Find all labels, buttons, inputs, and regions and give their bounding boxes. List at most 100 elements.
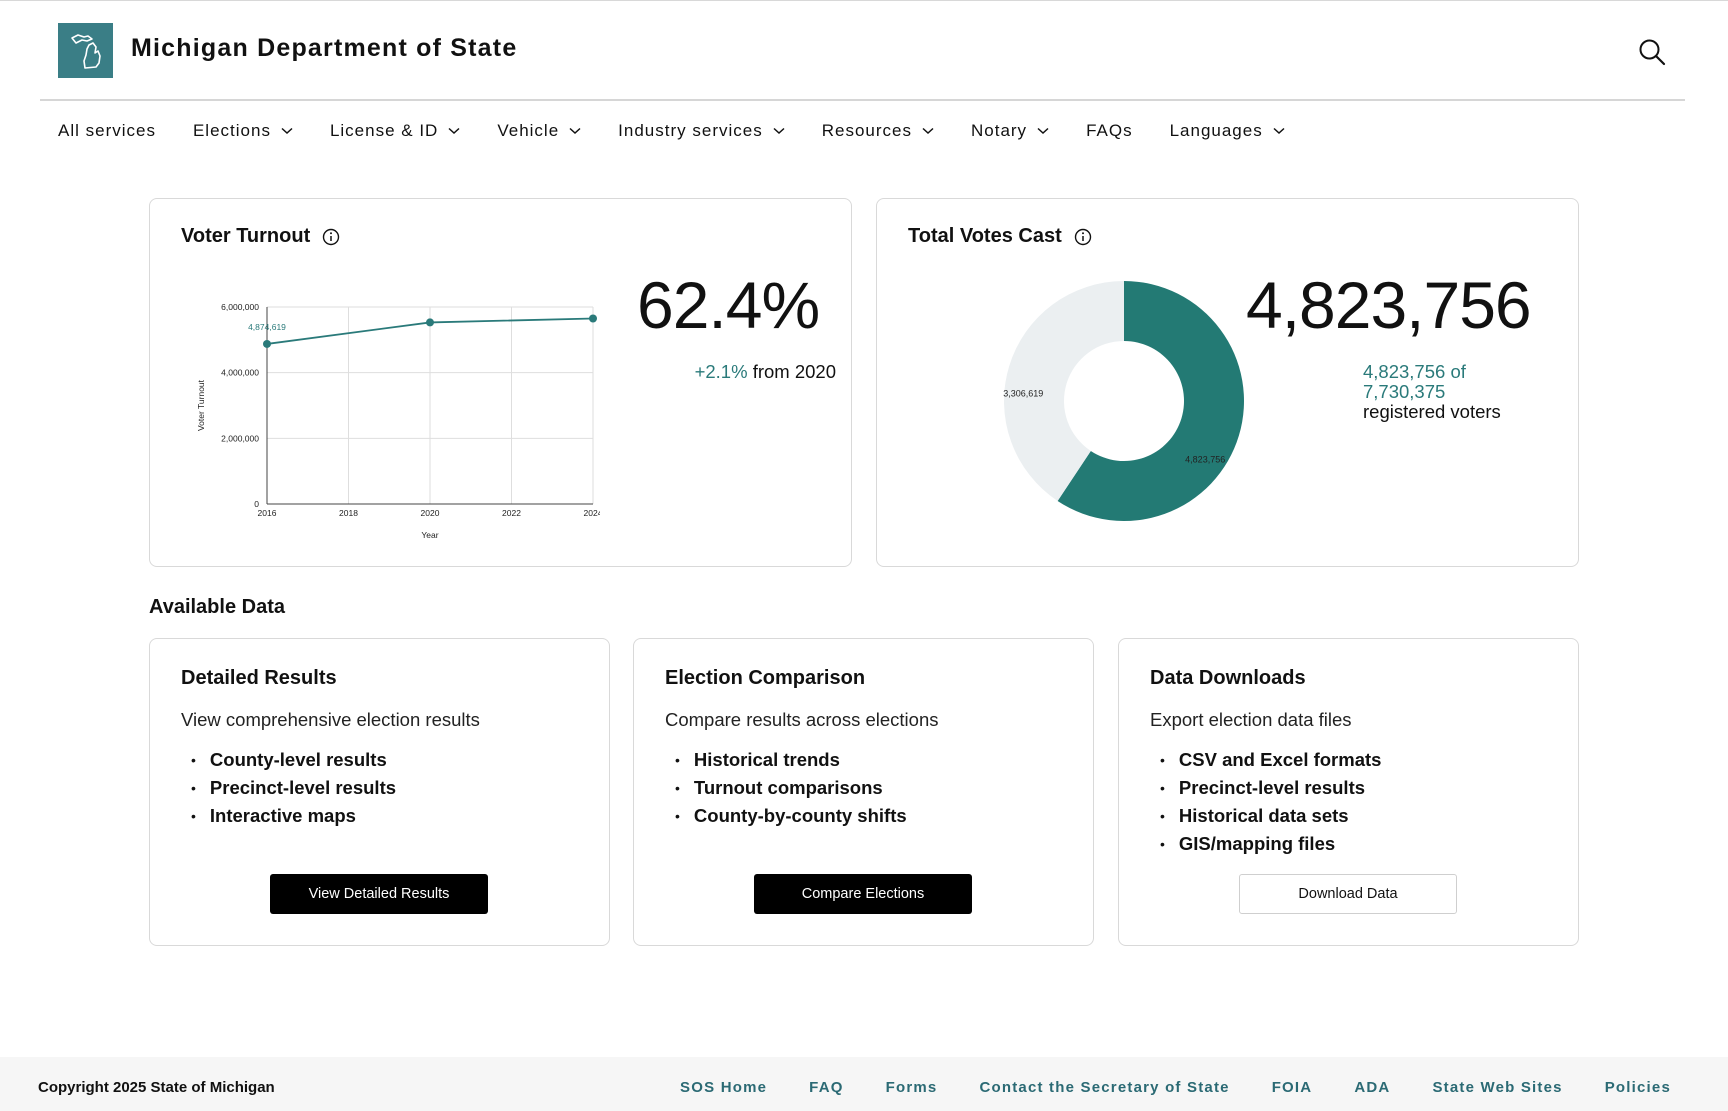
footer-link-forms[interactable]: Forms xyxy=(885,1079,938,1096)
turnout-percent: 62.4% xyxy=(637,268,820,342)
footer-link-foia[interactable]: FOIA xyxy=(1271,1079,1313,1096)
nav-item-vehicle[interactable]: Vehicle xyxy=(497,121,581,141)
copyright: Copyright 2025 State of Michigan xyxy=(38,1079,275,1096)
y-tick-label: 4,000,000 xyxy=(221,368,259,378)
data-downloads-desc: Export election data files xyxy=(1150,709,1352,730)
nav-item-label: Industry services xyxy=(618,121,763,140)
donut-slice xyxy=(1057,281,1244,521)
votes-detail-cast: 4,823,756 of xyxy=(1363,361,1466,382)
slice-label: 3,306,619 xyxy=(1003,389,1043,399)
site-footer: Copyright 2025 State of Michigan SOS Hom… xyxy=(0,1057,1728,1111)
nav-item-languages[interactable]: Languages xyxy=(1170,121,1285,141)
nav-item-label: FAQs xyxy=(1086,121,1133,140)
list-item: Turnout comparisons xyxy=(665,774,907,802)
voter-turnout-card: Voter Turnout 0 2,000,000 4,000,000 6,000,0… xyxy=(149,198,852,567)
info-icon[interactable] xyxy=(1074,228,1092,246)
nav-item-label: Elections xyxy=(192,121,271,140)
donut-slice xyxy=(1004,281,1124,501)
site-header: Michigan Department of State xyxy=(40,1,1685,101)
footer-links: SOS Home FAQ Forms Contact the Secretary… xyxy=(638,1079,1671,1096)
total-votes-title-text: Total Votes Cast xyxy=(908,225,1062,247)
election-comparison-title: Election Comparison xyxy=(665,667,866,689)
list-item: Historical trends xyxy=(665,746,907,774)
data-downloads-title: Data Downloads xyxy=(1150,667,1306,689)
data-downloads-card: Data Downloads Export election data file… xyxy=(1118,638,1579,946)
footer-link-state-web-sites[interactable]: State Web Sites xyxy=(1432,1079,1563,1096)
detailed-results-title: Detailed Results xyxy=(181,667,337,689)
y-tick-label: 2,000,000 xyxy=(221,433,259,443)
detailed-results-list: County-level results Precinct-level resu… xyxy=(181,746,396,830)
list-item: GIS/mapping files xyxy=(1150,830,1381,858)
x-tick-label: 2024 xyxy=(584,508,600,518)
votes-detail-suffix: registered voters xyxy=(1363,401,1501,422)
list-item: Historical data sets xyxy=(1150,802,1381,830)
turnout-change: +2.1% from 2020 xyxy=(695,361,836,383)
x-tick-label: 2022 xyxy=(502,508,521,518)
data-label: 4,874,619 xyxy=(248,322,286,332)
detailed-results-desc: View comprehensive election results xyxy=(181,709,480,730)
chevron-down-icon xyxy=(1273,127,1285,135)
detailed-results-card: Detailed Results View comprehensive elec… xyxy=(149,638,610,946)
data-point xyxy=(426,318,434,327)
nav-item-label: Vehicle xyxy=(497,121,560,140)
x-tick-label: 2018 xyxy=(339,508,358,518)
total-votes-title: Total Votes Cast xyxy=(908,225,1092,248)
nav-item-notary[interactable]: Notary xyxy=(971,121,1049,141)
nav-item-license-id[interactable]: License & ID xyxy=(330,121,460,141)
data-point xyxy=(263,339,271,348)
turnout-change-value: +2.1% xyxy=(694,361,748,382)
search-icon[interactable] xyxy=(1637,37,1667,67)
chevron-down-icon xyxy=(569,127,581,135)
nav-item-resources[interactable]: Resources xyxy=(822,121,934,141)
list-item: County-level results xyxy=(181,746,396,774)
download-data-button[interactable]: Download Data xyxy=(1239,874,1457,914)
votes-detail-registered: 7,730,375 xyxy=(1363,381,1446,402)
footer-link-policies[interactable]: Policies xyxy=(1604,1079,1671,1096)
chevron-down-icon xyxy=(281,127,293,135)
y-axis-label: Voter Turnout xyxy=(196,379,206,431)
nav-item-label: Notary xyxy=(970,121,1028,140)
election-comparison-desc: Compare results across elections xyxy=(665,709,939,730)
total-votes-card: Total Votes Cast 4,823,756 3,306,619 4,82… xyxy=(876,198,1579,567)
footer-link-ada[interactable]: ADA xyxy=(1354,1079,1391,1096)
votes-detail: 4,823,756 of 7,730,375 registered voters xyxy=(1363,362,1501,422)
available-data-heading: Available Data xyxy=(149,596,285,618)
chevron-down-icon xyxy=(773,127,785,135)
list-item: Precinct-level results xyxy=(1150,774,1381,802)
nav-item-all-services[interactable]: All services xyxy=(58,121,156,141)
x-tick-label: 2020 xyxy=(421,508,440,518)
turnout-change-suffix: from 2020 xyxy=(747,361,836,382)
election-comparison-list: Historical trends Turnout comparisons Co… xyxy=(665,746,907,830)
site-title[interactable]: Michigan Department of State xyxy=(131,34,518,62)
list-item: Interactive maps xyxy=(181,802,396,830)
info-icon[interactable] xyxy=(322,228,340,246)
voter-turnout-title: Voter Turnout xyxy=(181,225,340,248)
nav-item-label: License & ID xyxy=(329,121,439,140)
footer-link-sos-home[interactable]: SOS Home xyxy=(680,1079,768,1096)
nav-item-elections[interactable]: Elections xyxy=(193,121,293,141)
footer-link-contact[interactable]: Contact the Secretary of State xyxy=(979,1079,1230,1096)
y-tick-label: 6,000,000 xyxy=(221,302,259,312)
slice-label: 4,823,756 xyxy=(1185,454,1225,464)
nav-item-label: Languages xyxy=(1169,121,1263,140)
top-border xyxy=(0,0,1728,1)
list-item: CSV and Excel formats xyxy=(1150,746,1382,774)
data-point xyxy=(589,314,597,323)
list-item: Precinct-level results xyxy=(181,774,396,802)
view-detailed-results-button[interactable]: View Detailed Results xyxy=(270,874,488,914)
y-tick-label: 0 xyxy=(254,499,259,509)
x-tick-label: 2016 xyxy=(258,508,277,518)
footer-link-faq[interactable]: FAQ xyxy=(809,1079,844,1096)
compare-elections-button[interactable]: Compare Elections xyxy=(754,874,972,914)
chevron-down-icon xyxy=(448,127,460,135)
nav-item-faqs[interactable]: FAQs xyxy=(1086,121,1133,141)
votes-donut-chart: 4,823,756 3,306,619 xyxy=(1003,281,1244,521)
michigan-map-icon[interactable] xyxy=(58,23,113,78)
main-nav: All services Elections License & ID Vehicle… xyxy=(58,116,1322,146)
total-votes-value: 4,823,756 xyxy=(1246,268,1532,342)
nav-item-industry-services[interactable]: Industry services xyxy=(618,121,785,141)
voter-turnout-title-text: Voter Turnout xyxy=(181,225,311,247)
election-comparison-card: Election Comparison Compare results acro… xyxy=(633,638,1094,946)
x-axis-label: Year xyxy=(421,530,438,539)
data-downloads-list: CSV and Excel formats Precinct-level res… xyxy=(1150,746,1382,858)
